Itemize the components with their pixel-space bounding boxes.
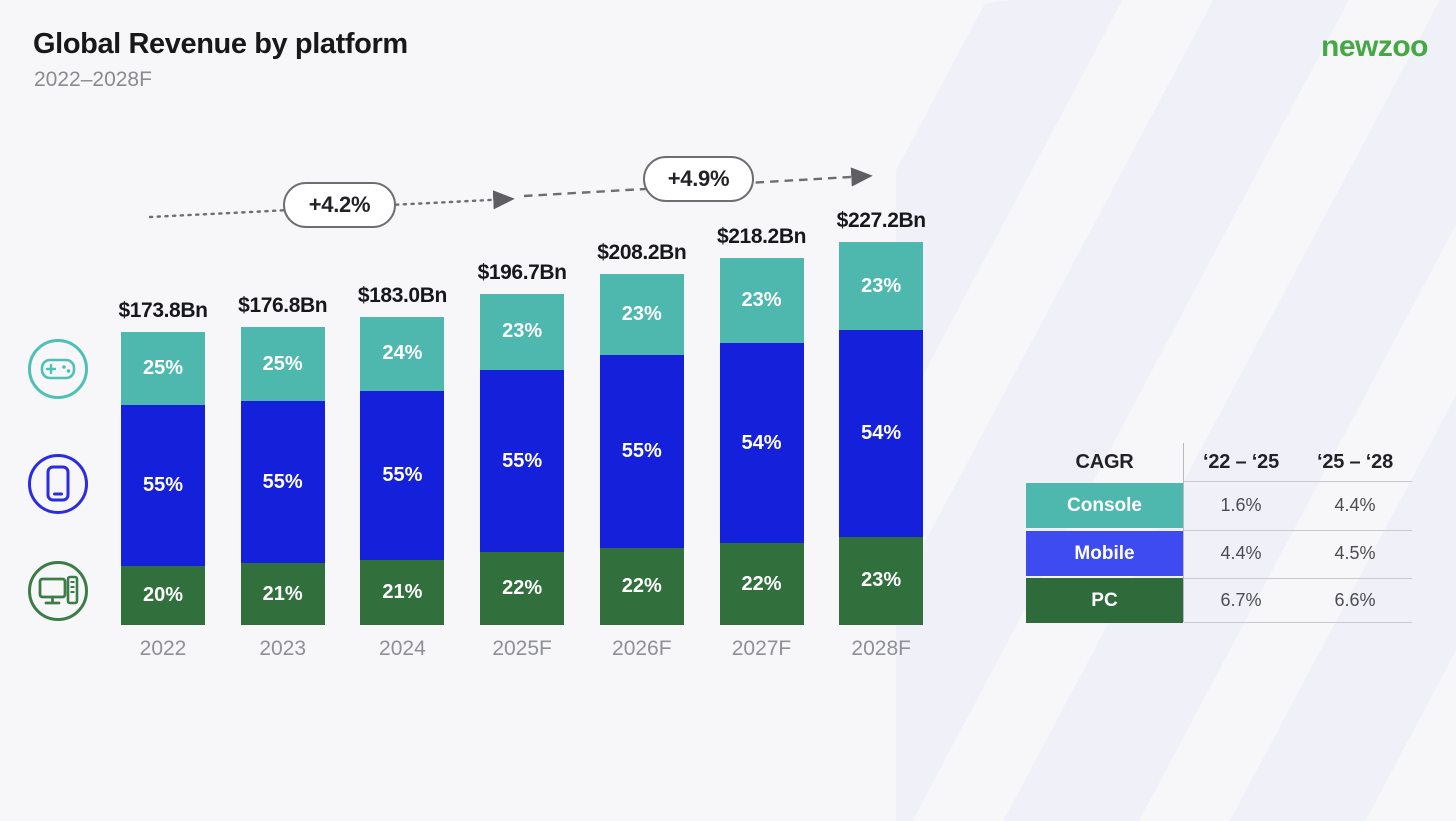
stacked-bar-2026F: 23% 55% 22% xyxy=(599,274,684,625)
bar-segment-pc: 22% xyxy=(719,543,804,625)
console-icon xyxy=(28,339,88,399)
bar-segment-mobile: 54% xyxy=(719,342,804,544)
x-axis-label-2027F: 2027F xyxy=(731,637,792,660)
segment-percent-label: 23% xyxy=(502,320,543,343)
bar-total-label: $208.2Bn xyxy=(597,241,687,265)
segment-percent-label: 54% xyxy=(741,431,782,454)
bar-segment-console: 23% xyxy=(599,274,684,355)
x-axis-label-2028F: 2028F xyxy=(851,637,911,660)
segment-percent-label: 21% xyxy=(262,582,303,605)
cagr-row-separator xyxy=(1184,622,1412,623)
segment-percent-label: 22% xyxy=(502,577,543,600)
stacked-bar-2028F: 23% 54% 23% xyxy=(839,242,924,625)
bar-segment-console: 24% xyxy=(360,316,445,391)
bar-segment-mobile: 55% xyxy=(360,390,445,561)
stacked-bar-2022: 25% 55% 20% xyxy=(121,332,205,625)
segment-percent-label: 55% xyxy=(142,474,184,497)
background-watermark xyxy=(896,0,1456,821)
stacked-bar-2024: 24% 55% 21% xyxy=(360,316,445,625)
segment-percent-label: 55% xyxy=(621,439,662,462)
cagr-value-console-2: 4.4% xyxy=(1334,495,1376,515)
x-axis-label-2024: 2024 xyxy=(379,637,426,660)
segment-percent-label: 22% xyxy=(741,572,782,595)
segment-percent-label: 25% xyxy=(142,357,184,380)
newzoo-logo: newzoo xyxy=(1321,30,1429,63)
cagr-value-mobile-1: 4.4% xyxy=(1220,543,1262,563)
stacked-bar-2023: 25% 55% 21% xyxy=(240,327,325,625)
segment-percent-label: 55% xyxy=(382,464,423,487)
bar-segment-console: 23% xyxy=(839,242,924,331)
bar-segment-pc: 21% xyxy=(240,563,325,625)
bar-segment-console: 25% xyxy=(240,327,325,401)
cagr-row-label-console: Console xyxy=(1026,483,1183,528)
page-title: Global Revenue by platform xyxy=(33,28,408,60)
stacked-bar-2027F: 23% 54% 22% xyxy=(719,257,804,625)
bar-segment-pc: 22% xyxy=(480,552,565,625)
bar-segment-mobile: 54% xyxy=(839,330,924,537)
cagr-row-separator xyxy=(1184,481,1412,482)
bar-segment-pc: 21% xyxy=(360,560,445,625)
bar-segment-mobile: 55% xyxy=(480,369,565,553)
cagr-value-pc-1: 6.7% xyxy=(1220,590,1262,610)
page-subtitle: 2022–2028F xyxy=(34,68,152,91)
bar-total-label: $196.7Bn xyxy=(477,260,567,284)
segment-percent-label: 25% xyxy=(262,352,303,375)
bar-total-label: $176.8Bn xyxy=(238,294,328,318)
bar-segment-pc: 22% xyxy=(599,547,684,625)
stacked-bar-2025F: 23% 55% 22% xyxy=(480,293,565,625)
bar-total-label: $218.2Bn xyxy=(716,224,807,248)
cagr-column-22-25: ‘22 – ‘25 xyxy=(1202,450,1280,473)
segment-percent-label: 55% xyxy=(262,470,303,493)
bar-segment-mobile: 55% xyxy=(599,354,684,548)
segment-percent-label: 23% xyxy=(861,274,902,297)
segment-percent-label: 23% xyxy=(861,569,902,592)
bar-segment-pc: 20% xyxy=(121,566,205,625)
cagr-value-console-1: 1.6% xyxy=(1220,495,1262,515)
pc-icon xyxy=(28,561,88,621)
bar-segment-console: 23% xyxy=(480,293,565,370)
x-axis-label-2022: 2022 xyxy=(139,637,187,660)
bar-segment-mobile: 55% xyxy=(121,405,205,567)
segment-percent-label: 55% xyxy=(502,449,543,472)
x-axis-label-2025F: 2025F xyxy=(492,637,552,660)
x-axis-label-2026F: 2026F xyxy=(612,637,672,660)
bar-segment-console: 25% xyxy=(121,332,205,406)
segment-percent-label: 23% xyxy=(621,303,662,326)
bar-segment-pc: 23% xyxy=(839,536,924,625)
growth-badge-2: +4.9% xyxy=(643,156,754,202)
segment-percent-label: 23% xyxy=(741,288,782,311)
x-axis-label-2023: 2023 xyxy=(259,637,307,660)
cagr-column-25-28: ‘25 – ‘28 xyxy=(1316,450,1394,473)
segment-percent-label: 24% xyxy=(382,342,423,365)
cagr-row-label-mobile: Mobile xyxy=(1026,531,1183,576)
segment-percent-label: 20% xyxy=(142,584,184,607)
segment-percent-label: 54% xyxy=(861,422,902,445)
segment-percent-label: 22% xyxy=(621,574,662,597)
cagr-value-mobile-2: 4.5% xyxy=(1334,543,1376,563)
bar-total-label: $183.0Bn xyxy=(357,283,447,307)
cagr-value-pc-2: 6.6% xyxy=(1334,590,1376,610)
segment-percent-label: 21% xyxy=(382,581,423,604)
bar-segment-mobile: 55% xyxy=(240,400,325,564)
cagr-row-label-pc: PC xyxy=(1026,578,1183,623)
bar-total-label: $173.8Bn xyxy=(118,299,208,323)
bar-total-label: $227.2Bn xyxy=(836,209,926,233)
cagr-table-title: CAGR xyxy=(1075,450,1134,473)
mobile-icon xyxy=(28,454,88,514)
growth-badge-1: +4.2% xyxy=(283,182,396,228)
bar-segment-console: 23% xyxy=(719,257,804,343)
